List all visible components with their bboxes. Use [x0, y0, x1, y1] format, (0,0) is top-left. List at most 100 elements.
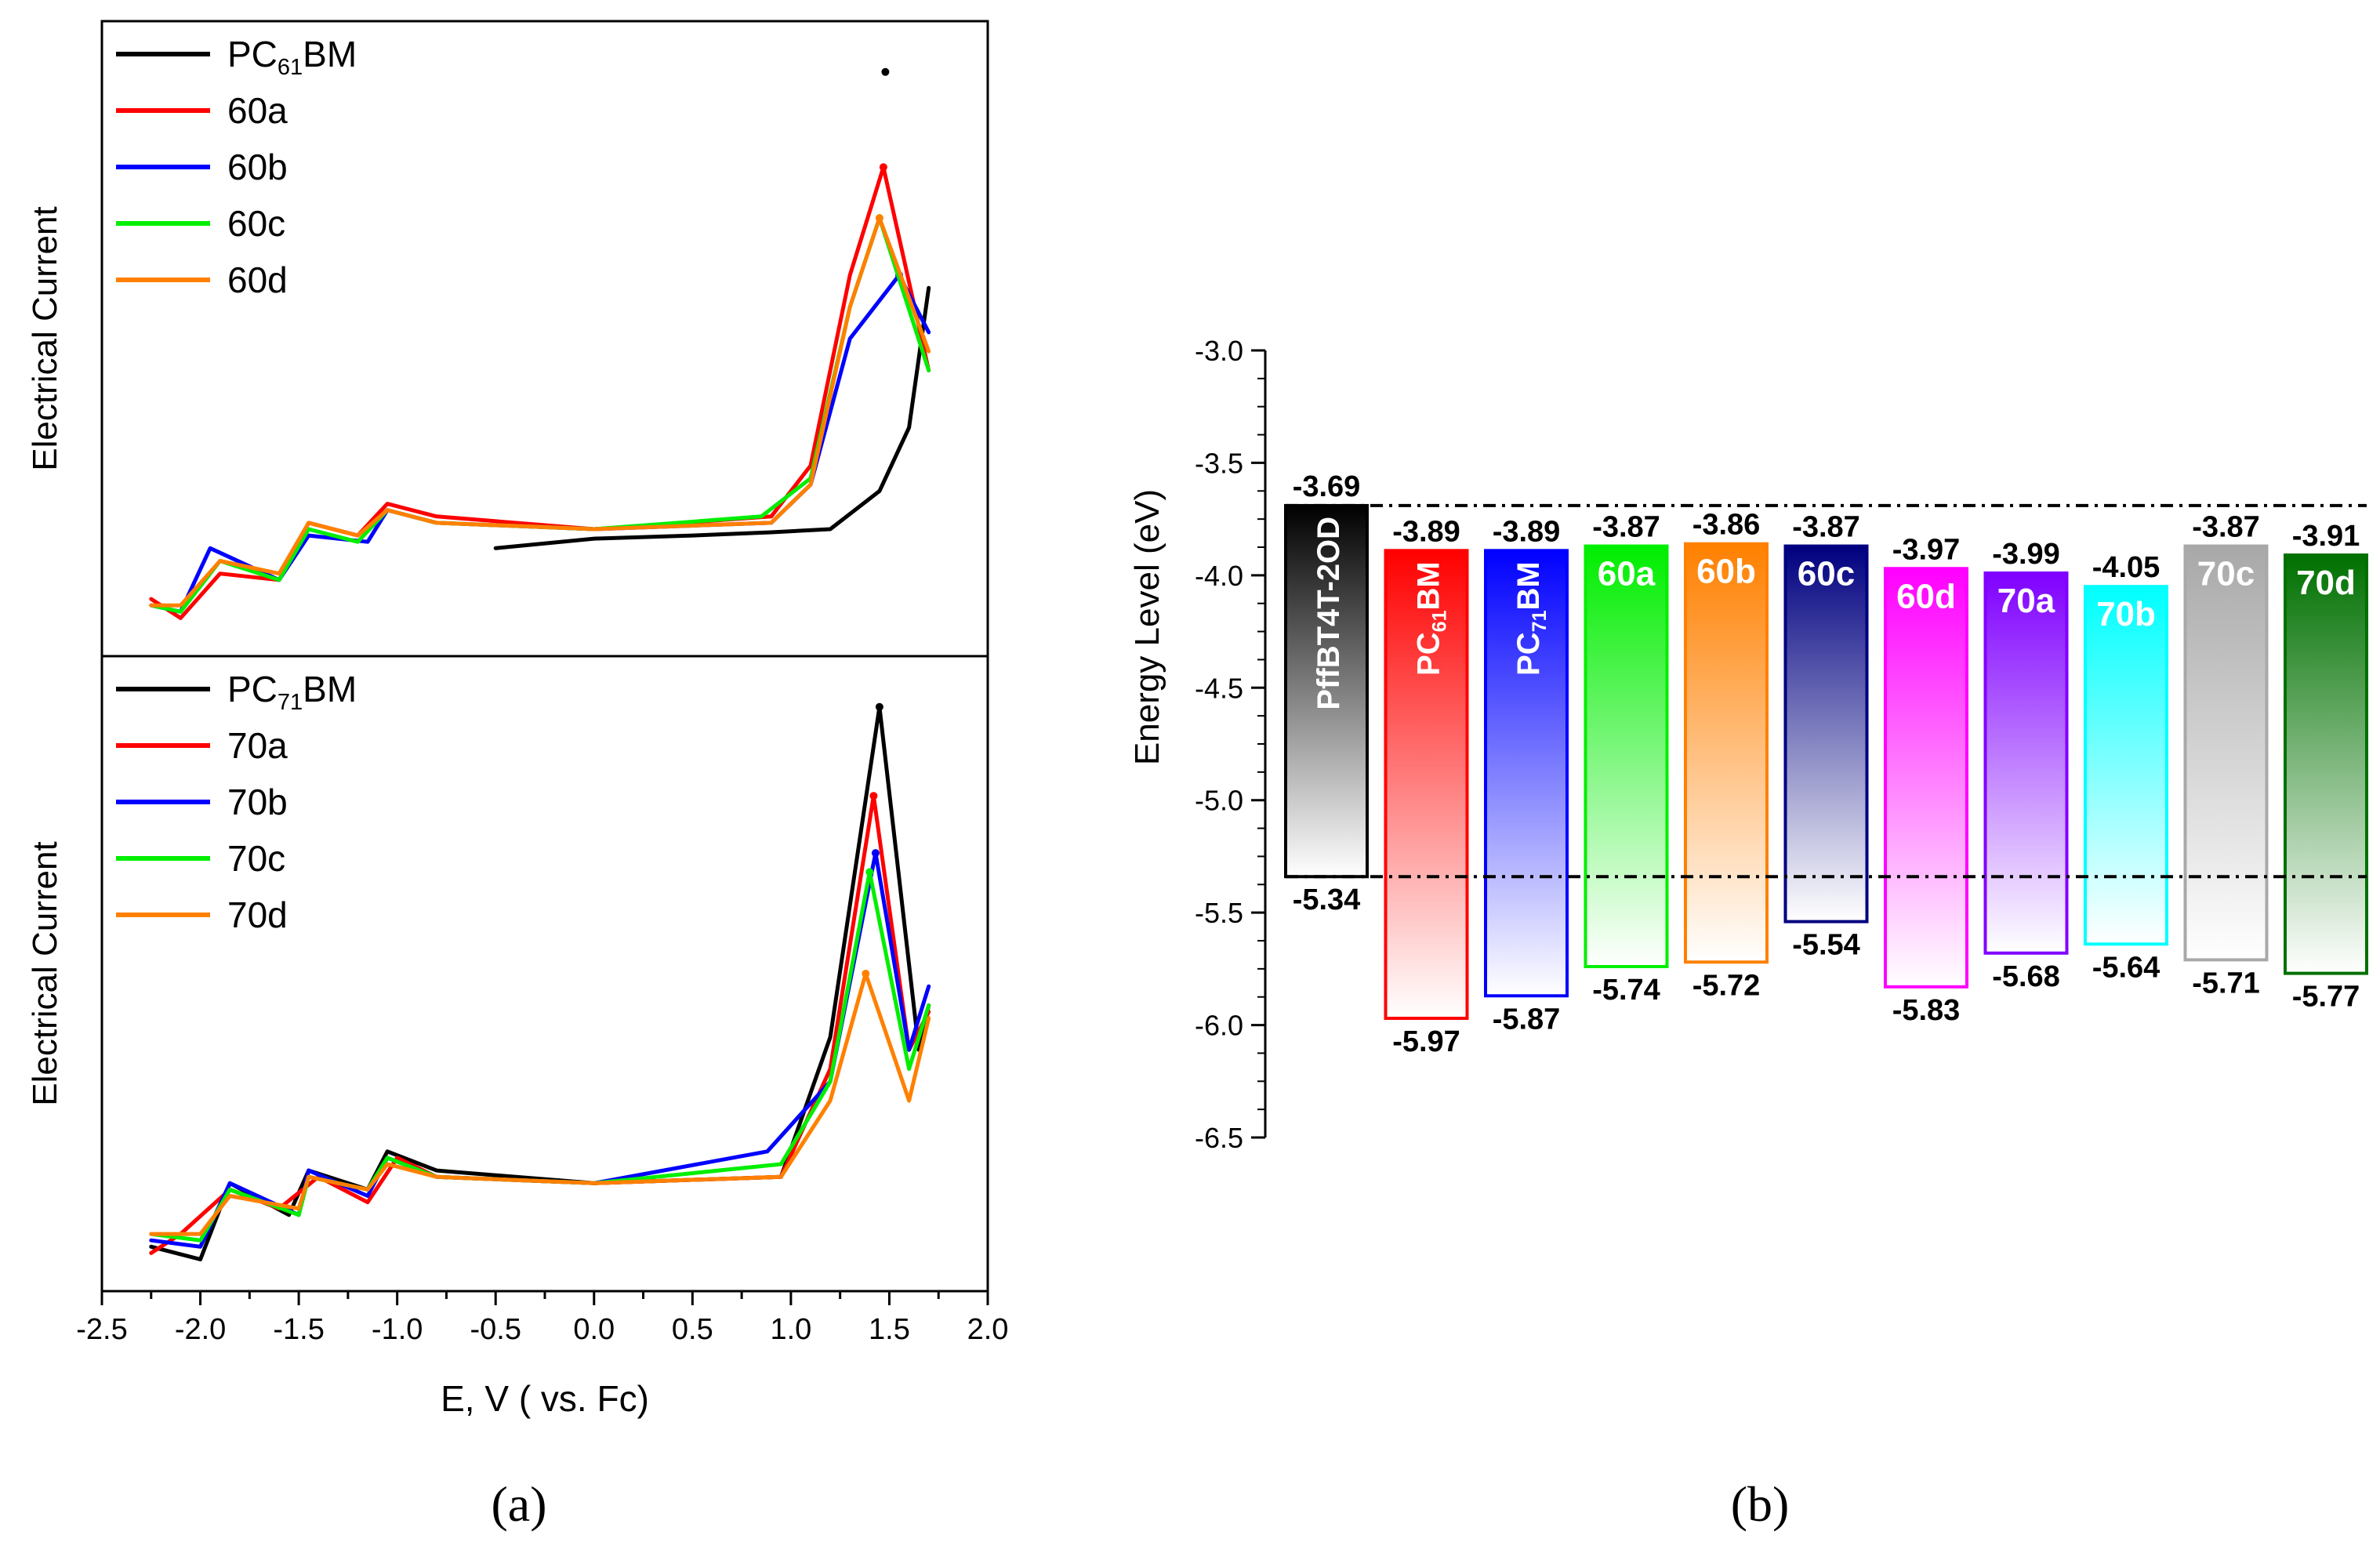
label-base: PC [1511, 632, 1546, 676]
y-axis-ticks: -3.0 -3.5 -4.0 -4.5 -5.0 -5.5 -6.0 -6.5 [1195, 335, 1265, 1154]
homo-value-60b: -5.72 [1692, 969, 1761, 1002]
y-tick-label: -6.5 [1195, 1122, 1243, 1154]
legend-label-60a: 60a [227, 90, 288, 131]
y-tick-label: -5.5 [1195, 897, 1243, 929]
homo-value-60a: -5.74 [1592, 974, 1660, 1007]
x-axis-ticks: -2.5 -2.0 -1.5 -1.0 -0.5 0.0 0.5 1.0 1.5 2.0 [76, 1291, 1008, 1346]
bar-name-60b: 60b [1696, 553, 1756, 591]
bar-name-60c: 60c [1798, 555, 1855, 593]
legend-label-70b: 70b [227, 782, 288, 822]
bar-name-70c: 70c [2197, 555, 2255, 593]
label-tail: BM [1412, 561, 1446, 610]
legend-label-70a: 70a [227, 725, 288, 766]
lumo-value-70b: -4.05 [2092, 551, 2161, 584]
energy-bar-70d [2284, 553, 2368, 975]
label-base: PC [1412, 632, 1446, 676]
bar-name-70d: 70d [2296, 564, 2356, 602]
lumo-value-60d: -3.97 [1892, 533, 1961, 566]
y-tick-label: -3.5 [1195, 447, 1243, 479]
lumo-value-70a: -3.99 [1992, 538, 2060, 571]
legend-label-60d: 60d [227, 259, 288, 300]
label-tail: BM [1511, 561, 1546, 610]
energy-bar-70c [2183, 544, 2269, 962]
series-line-60b [149, 273, 931, 614]
homo-value-PffBT4T-2OD: -5.34 [1293, 883, 1361, 916]
peak-point-60a [879, 163, 887, 172]
energy-bars [1284, 503, 2368, 1020]
y-tick-label: -4.0 [1195, 560, 1243, 592]
lumo-value-PC61BM: -3.89 [1392, 515, 1460, 548]
homo-value-70d: -5.77 [2292, 981, 2360, 1014]
lumo-value-70d: -3.91 [2292, 520, 2360, 553]
x-tick-label: 0.0 [573, 1313, 615, 1346]
lumo-value-60c: -3.87 [1792, 511, 1860, 544]
bar-name-70b: 70b [2096, 595, 2156, 633]
y-tick-label: -3.0 [1195, 335, 1243, 367]
legend-label-PC71BM: PC71BM [227, 669, 357, 715]
peak-point-70a [869, 792, 878, 800]
energy-bar-60a [1584, 544, 1669, 968]
panel-label-a: (a) [491, 1476, 546, 1532]
energy-bar-PffBT4T-2OD [1284, 503, 1369, 879]
peak-point-70b [871, 849, 880, 858]
series-line-70c [149, 869, 931, 1243]
y-tick-label: -5.0 [1195, 785, 1243, 817]
curves-bottom [149, 702, 931, 1261]
label-base: PC [227, 34, 278, 74]
energy-bar-60c [1783, 544, 1869, 923]
peak-point-60d [875, 214, 883, 223]
bar-name-60d: 60d [1896, 577, 1956, 615]
peak-point-PC61BM [881, 67, 890, 76]
series-line-60d [149, 216, 931, 608]
homo-value-60c: -5.54 [1792, 929, 1860, 962]
x-tick-label: -1.5 [273, 1313, 324, 1346]
energy-bar-PC71BM [1484, 549, 1569, 998]
x-axis-label: E, V ( vs. Fc) [441, 1378, 649, 1419]
homo-value-70c: -5.71 [2192, 967, 2260, 1000]
homo-value-PC61BM: -5.97 [1392, 1025, 1460, 1058]
reference-lines [1286, 503, 2367, 879]
x-tick-label: -0.5 [470, 1313, 521, 1346]
energy-bar-70a [1983, 571, 2069, 955]
lumo-value-PC71BM: -3.89 [1493, 515, 1561, 548]
legend-label-PC61BM: PC61BM [227, 34, 357, 80]
legend-label-70d: 70d [227, 894, 288, 935]
peak-point-PC71BM [875, 702, 883, 711]
energy-bar-60b [1684, 542, 1769, 964]
label-tail: BM [303, 34, 357, 74]
x-tick-label: 1.0 [770, 1313, 811, 1346]
lumo-value-60b: -3.86 [1692, 509, 1761, 542]
x-tick-label: -1.0 [372, 1313, 423, 1346]
bar-name-60a: 60a [1598, 555, 1656, 593]
value-labels: PffBT4T-2OD-3.69-5.34PC61BM-3.89-5.97PC7… [1293, 470, 2360, 1058]
label-subscript: 61 [278, 55, 303, 80]
homo-value-60d: -5.83 [1892, 994, 1961, 1027]
x-tick-label: 2.0 [967, 1313, 1009, 1346]
energy-bar-70b [2084, 585, 2168, 946]
y-tick-label: -6.0 [1195, 1010, 1243, 1042]
label-subscript: 71 [1529, 610, 1551, 632]
legend-label-60c: 60c [227, 203, 285, 244]
legend-label-70c: 70c [227, 838, 285, 879]
legend-label-60b: 60b [227, 147, 288, 187]
x-tick-label: -2.5 [76, 1313, 127, 1346]
lumo-value-PffBT4T-2OD: -3.69 [1293, 470, 1361, 503]
x-tick-label: 1.5 [869, 1313, 910, 1346]
x-tick-label: -2.0 [175, 1313, 226, 1346]
lumo-value-70c: -3.87 [2192, 511, 2260, 544]
homo-value-70a: -5.68 [1992, 960, 2060, 993]
peak-point-70c [865, 868, 874, 876]
label-subscript: 61 [1429, 610, 1451, 632]
label-subscript: 71 [278, 690, 303, 715]
energy-bar-PC61BM [1384, 549, 1469, 1020]
panel-label-b: (b) [1731, 1476, 1790, 1532]
y-axis-label: Energy Level (eV) [1128, 489, 1166, 765]
y-axis-label-bottom: Electrical Current [26, 841, 64, 1105]
bar-name-70a: 70a [1997, 582, 2055, 620]
homo-value-70b: -5.64 [2092, 951, 2161, 984]
y-axis-label-top: Electrical Current [26, 206, 64, 470]
series-line-60a [149, 165, 931, 620]
panel-b-energy-levels: -3.0 -3.5 -4.0 -4.5 -5.0 -5.5 -6.0 -6.5 PffBT4T… [1128, 335, 2368, 1532]
